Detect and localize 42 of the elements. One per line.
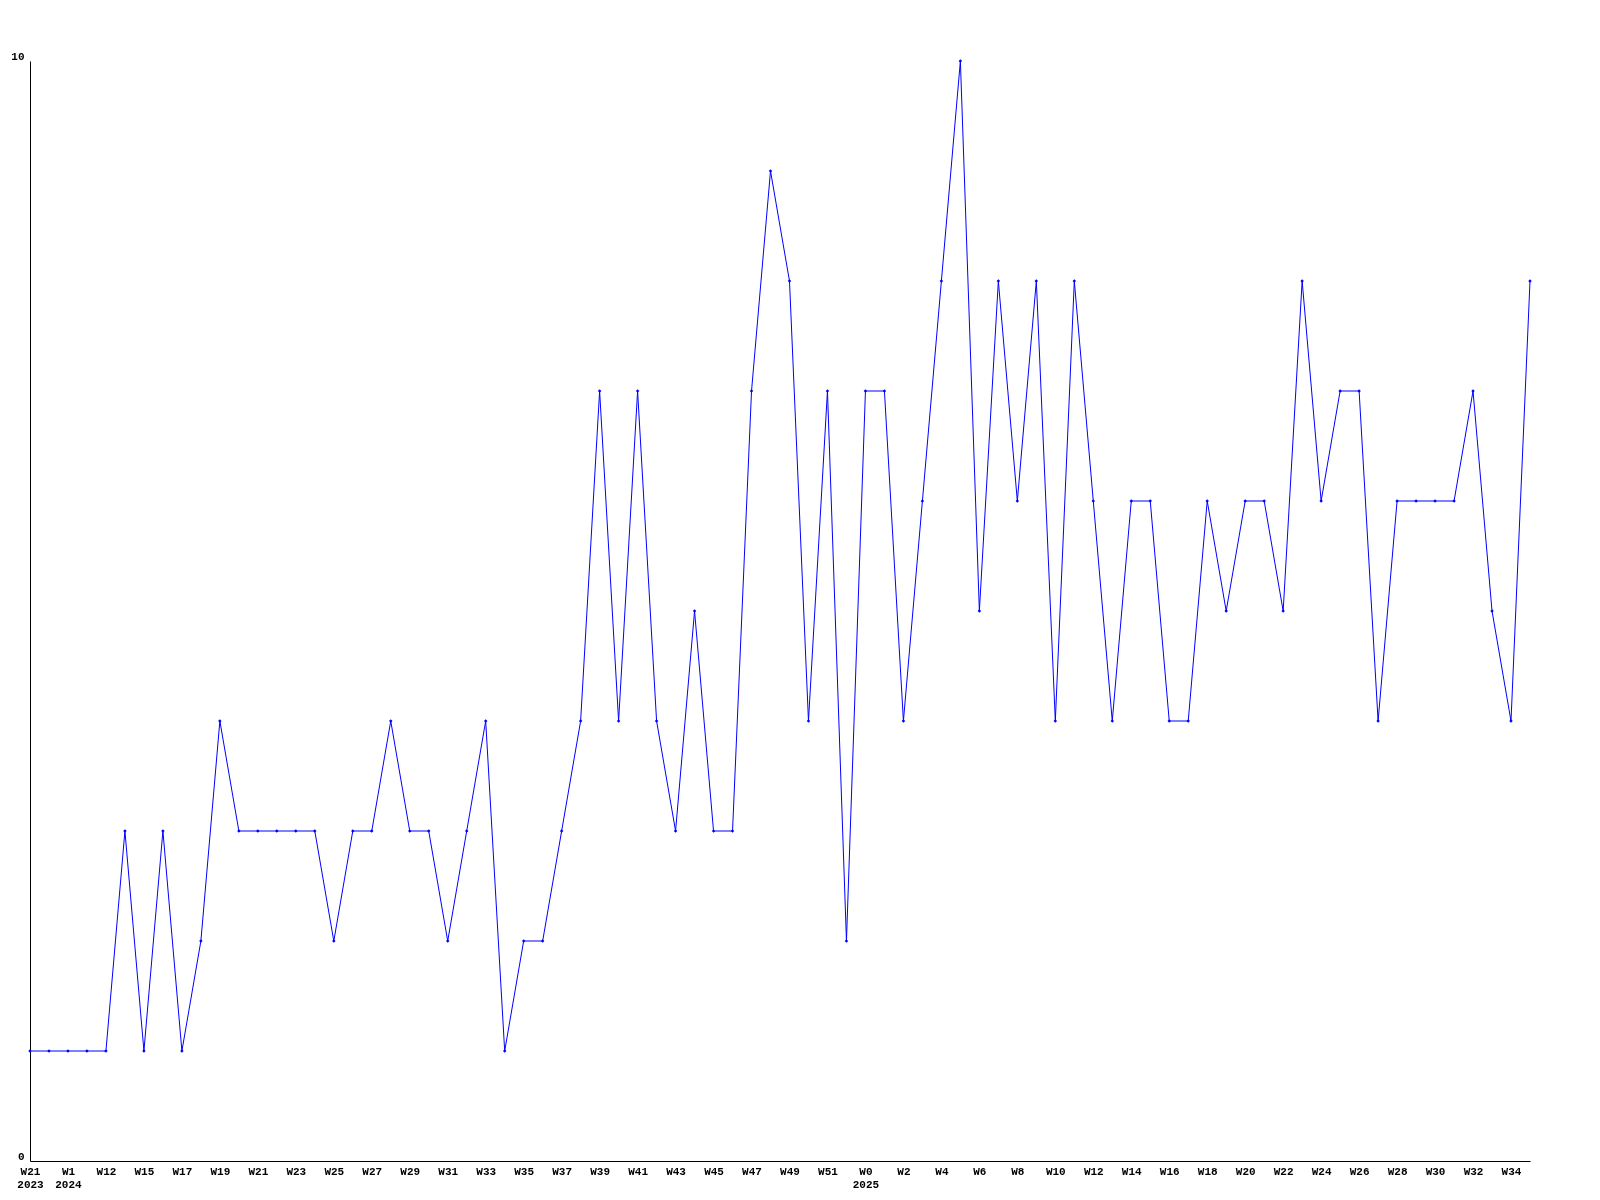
x-tick-label: W29 bbox=[400, 1165, 421, 1178]
x-tick-label: W43 bbox=[666, 1165, 687, 1178]
x-tick-label: W0 2025 bbox=[852, 1165, 880, 1191]
x-tick-label: W8 bbox=[1011, 1165, 1025, 1178]
x-tick-label: W30 bbox=[1425, 1165, 1446, 1178]
x-tick-label: W6 bbox=[973, 1165, 987, 1178]
x-tick-label: W39 bbox=[590, 1165, 611, 1178]
x-tick-label: W22 bbox=[1273, 1165, 1294, 1178]
x-tick-label: W10 bbox=[1045, 1165, 1066, 1178]
x-tick-label: W20 bbox=[1235, 1165, 1256, 1178]
x-tick-label: W15 bbox=[134, 1165, 155, 1178]
x-tick-label: W12 bbox=[1083, 1165, 1104, 1178]
x-tick-label: W49 bbox=[780, 1165, 800, 1178]
x-tick-label: W21 bbox=[248, 1165, 269, 1178]
x-tick-label: W16 bbox=[1159, 1165, 1180, 1178]
x-tick-label: W14 bbox=[1121, 1165, 1143, 1178]
x-tick-label: W4 bbox=[935, 1165, 949, 1178]
x-tick-label: W45 bbox=[704, 1165, 725, 1178]
x-tick-label: W12 bbox=[96, 1165, 117, 1178]
x-tick-label: W23 bbox=[286, 1165, 307, 1178]
x-tick-label: W27 bbox=[362, 1165, 383, 1178]
x-tick-label: W31 bbox=[438, 1165, 459, 1178]
x-tick-label: W33 bbox=[476, 1165, 497, 1178]
x-tick-label: W28 bbox=[1387, 1165, 1408, 1178]
x-tick-label: W47 bbox=[742, 1165, 762, 1178]
y-tick-label: 10 bbox=[11, 50, 25, 63]
x-tick-label: W19 bbox=[210, 1165, 231, 1178]
x-tick-label: W24 bbox=[1311, 1165, 1332, 1178]
x-tick-label: W18 bbox=[1197, 1165, 1219, 1178]
y-tick-label: 0 bbox=[17, 1150, 25, 1163]
x-tick-label: W51 bbox=[818, 1165, 839, 1178]
x-tick-label: W35 bbox=[514, 1165, 535, 1178]
x-tick-label: W41 bbox=[628, 1165, 649, 1178]
x-tick-label: W21 2023 bbox=[17, 1165, 45, 1191]
x-tick-label: W32 bbox=[1463, 1165, 1484, 1178]
x-tick-label: W26 bbox=[1349, 1165, 1370, 1178]
x-tick-label: W17 bbox=[172, 1165, 193, 1178]
x-tick-label: W34 bbox=[1501, 1165, 1522, 1178]
x-tick-label: W25 bbox=[324, 1165, 345, 1178]
x-tick-label: W37 bbox=[552, 1165, 573, 1178]
x-tick-label: W2 bbox=[897, 1165, 911, 1178]
x-tick-label: W1 2024 bbox=[55, 1165, 83, 1191]
